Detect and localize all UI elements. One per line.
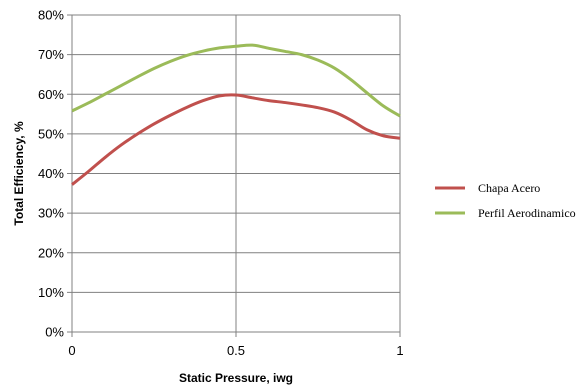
axes [67, 14, 401, 337]
grid [71, 14, 401, 333]
legend-label: Chapa Acero [478, 181, 540, 195]
series-line-2 [71, 43, 401, 118]
legend-label: Perfil Aerodinamico [478, 206, 576, 220]
y-axis-title: Total Efficiency, % [12, 121, 26, 226]
y-tick-label: 10% [38, 285, 64, 300]
legend: Chapa Acero Perfil Aerodinamico [435, 181, 576, 220]
x-tick-label: 1 [396, 343, 403, 358]
x-tick-label: 0 [68, 343, 75, 358]
y-tick-label: 0% [45, 325, 64, 340]
y-tick-label: 40% [38, 166, 64, 181]
y-tick-label: 80% [38, 8, 64, 23]
x-tick-label: 0.5 [227, 343, 245, 358]
tick-labels: 0% 10% 20% 30% 40% 50% 60% 70% 80% 0 0.5 1 [38, 8, 404, 359]
series-line-1 [71, 93, 401, 186]
y-tick-label: 70% [38, 47, 64, 62]
x-axis-title: Static Pressure, iwg [179, 371, 293, 385]
y-tick-label: 50% [38, 126, 64, 141]
y-tick-label: 30% [38, 206, 64, 221]
series-lines [71, 43, 401, 186]
y-tick-label: 60% [38, 87, 64, 102]
y-tick-label: 20% [38, 245, 64, 260]
